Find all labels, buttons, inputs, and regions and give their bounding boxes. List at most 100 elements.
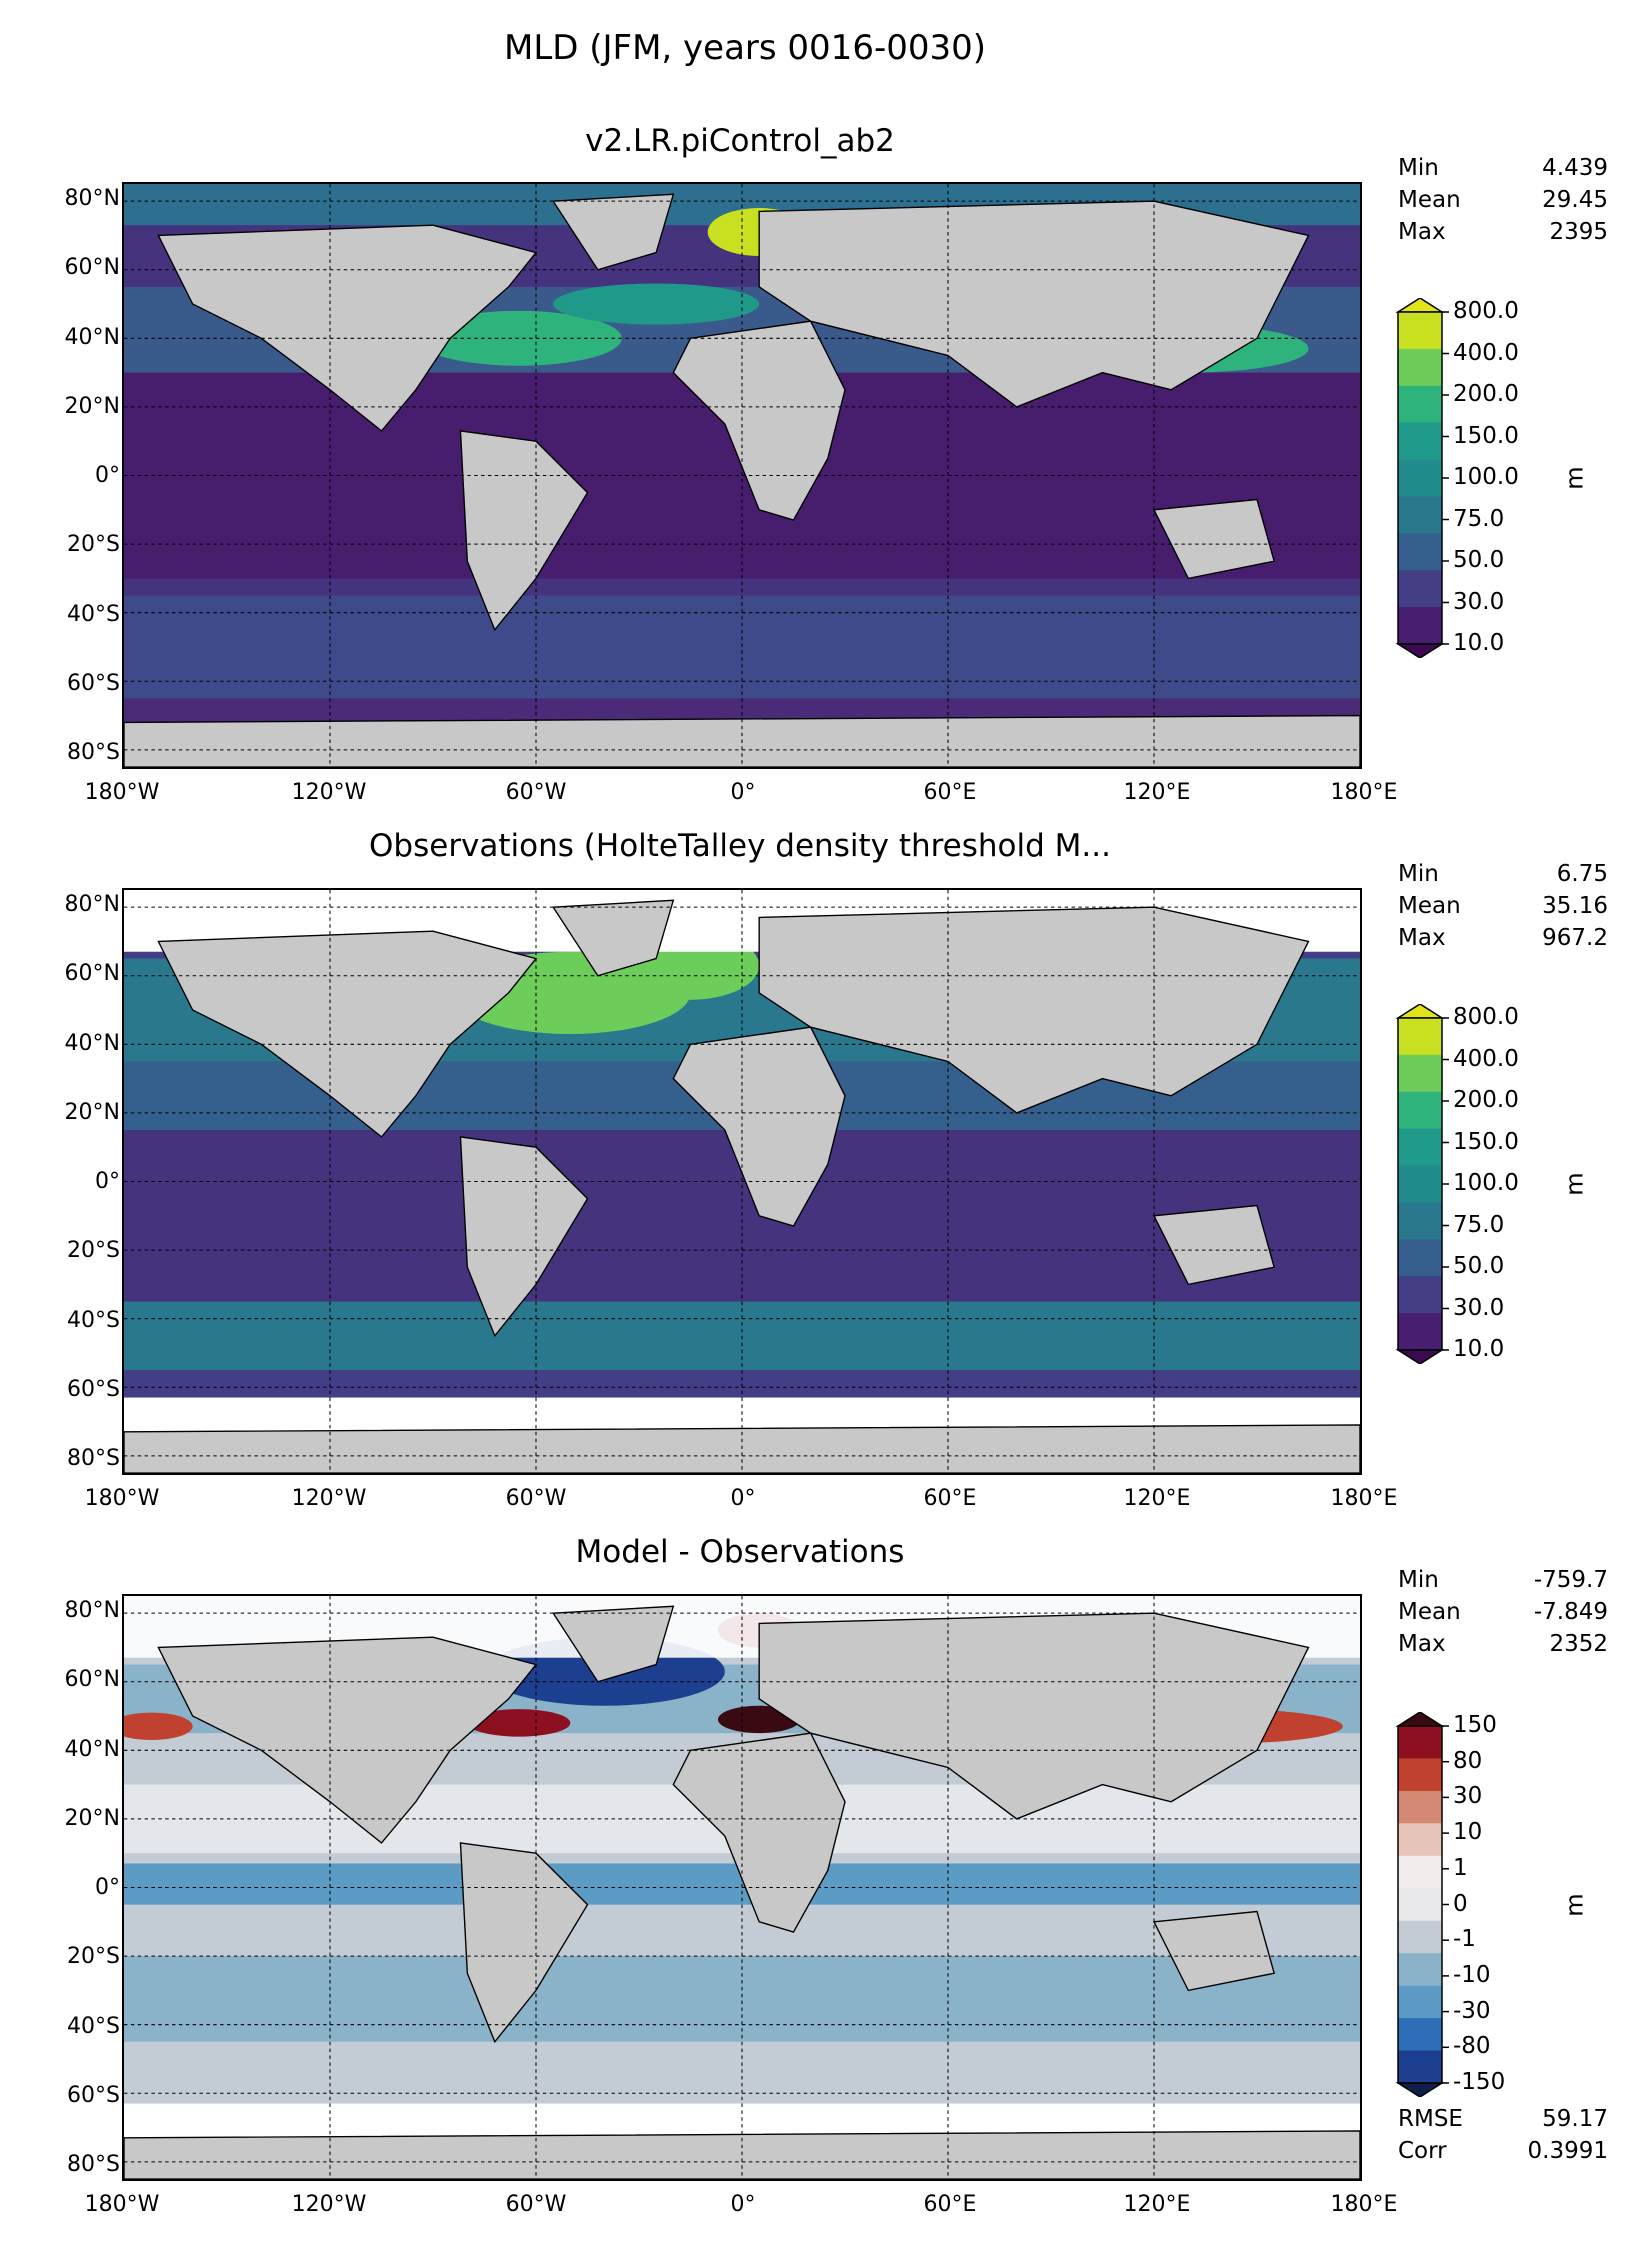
lat-label: 0° [95,1875,120,1900]
colorbar-under-triangle [1395,1349,1445,1364]
colorbar-over-triangle [1395,1712,1445,1727]
stat-label: Mean [1398,187,1461,213]
colorbar-segment [1398,422,1442,461]
lat-label: 60°S [67,671,120,696]
colorbar-segment [1398,570,1442,608]
colorbar-segment [1398,312,1442,350]
stat-value: 4.439 [1542,155,1608,181]
colorbar-under-triangle [1395,2082,1445,2097]
panel-3-title: Model - Observations [575,1534,905,1570]
colorbar-segment [1398,1165,1442,1203]
lat-label: 60°N [64,1667,120,1692]
lat-label: 0° [95,463,120,488]
lat-label: 60°N [64,961,120,986]
lat-label: 80°N [64,892,120,917]
colorbar-segment [1398,1823,1442,1857]
lon-label: 0° [730,2192,756,2217]
lat-label: 60°S [67,2083,120,2108]
colorbar-segment [1398,1953,1442,1987]
panel-3-skill-stats: RMSE 59.17 Corr 0.3991 [1398,2103,1608,2167]
colorbar-segment [1398,1018,1442,1056]
lon-label: 60°E [923,1486,977,1511]
colorbar-tick-label: 200.0 [1453,1087,1519,1113]
lat-label: 80°N [64,186,120,211]
lon-label: 120°W [291,1486,367,1511]
lat-label: 40°N [64,325,120,350]
lat-label: 40°S [67,602,120,627]
colorbar-segment [1398,496,1442,534]
lat-label: 40°N [64,1737,120,1762]
lon-label: 120°E [1123,780,1191,805]
panel-3-map[interactable] [122,1594,1362,2181]
colorbar-tick-label: -30 [1453,1997,1491,2024]
colorbar-unit-label: m [1560,1892,1589,1917]
lon-label: 180°E [1330,2192,1398,2217]
colorbar-segment [1398,533,1442,571]
panel-3-map-svg [124,1596,1360,2179]
stat-value: 59.17 [1542,2106,1608,2132]
lon-label: 120°E [1123,2192,1191,2217]
colorbar-tick-label: -150 [1453,2069,1506,2095]
lon-label: 60°W [505,2192,567,2217]
panel-2-stats: Min 6.75 Mean 35.16 Max 967.2 [1398,858,1608,954]
colorbar-tick-label: 80 [1453,1747,1483,1774]
colorbar-tick-label: 75.0 [1453,505,1505,532]
colorbar-segment [1398,1758,1442,1792]
colorbar-unit-label: m [1560,466,1589,490]
stat-label: Max [1398,1631,1446,1657]
colorbar-tick-label: 30.0 [1453,1294,1505,1321]
panel-2-title: Observations (HolteTalley density thresh… [369,828,1111,864]
colorbar-tick-label: -1 [1453,1926,1476,1953]
panel-3-land [124,1605,1360,2179]
colorbar-segment [1398,2018,1442,2052]
colorbar-tick-label: 150 [1453,1712,1497,1738]
panel-1-lat-axis: 80°N 60°N 40°N 20°N 0° 20°S 40°S 60°S 80… [40,182,120,769]
colorbar-segment [1398,1202,1442,1240]
stat-label: Corr [1398,2138,1447,2164]
colorbar-tick-label: -80 [1453,2033,1491,2060]
stat-value: 6.75 [1556,861,1608,887]
colorbar-segment [1398,1985,1442,2019]
colorbar-segment [1398,348,1442,387]
panel-2-grid [124,890,1360,1473]
colorbar-segment [1398,1091,1442,1130]
lon-label: 60°W [505,780,567,805]
lat-label: 20°N [64,1100,120,1125]
panel-1-map[interactable] [122,182,1362,769]
lat-label: 40°S [67,1308,120,1333]
colorbar-tick-label: 10 [1453,1819,1483,1846]
colorbar-under-triangle [1395,643,1445,658]
panel-1-lon-axis: 180°W 120°W 60°W 0° 60°E 120°E 180°E [0,780,1490,810]
colorbar-segment [1398,1276,1442,1314]
colorbar-tick-label: 50.0 [1453,1253,1505,1279]
lon-label: 120°E [1123,1486,1191,1511]
lon-label: 180°E [1330,1486,1398,1511]
lat-label: 40°N [64,1031,120,1056]
lon-label: 180°E [1330,780,1398,805]
lat-label: 80°S [67,1446,120,1471]
colorbar-segment [1398,1888,1442,1922]
panel-1-grid [124,184,1360,767]
stat-value: -7.849 [1533,1599,1608,1625]
panel-2-map[interactable] [122,888,1362,1475]
lat-label: 80°N [64,1598,120,1623]
lon-label: 0° [730,1486,756,1511]
lon-label: 0° [730,780,756,805]
panel-3-grid [124,1596,1360,2179]
stat-label: Min [1398,1567,1439,1593]
colorbar-segment [1398,1920,1442,1954]
colorbar-tick-label: 400.0 [1453,339,1519,366]
panel-3-stats: Min -759.7 Mean -7.849 Max 2352 [1398,1564,1608,1660]
colorbar-segment [1398,385,1442,424]
stat-value: 2395 [1549,219,1608,245]
colorbar-over-triangle [1395,298,1445,313]
panel-2-lon-axis: 180°W 120°W 60°W 0° 60°E 120°E 180°E [0,1486,1490,1516]
lon-label: 180°W [84,1486,160,1511]
colorbar-segment [1398,2050,1442,2084]
colorbar-tick-label: 10.0 [1453,630,1505,656]
colorbar-tick-label: 200.0 [1453,381,1519,407]
stat-label: Mean [1398,893,1461,919]
lon-label: 60°W [505,1486,567,1511]
panel-1-title: v2.LR.piControl_ab2 [585,123,895,159]
colorbar-svg [1395,1712,1449,2097]
